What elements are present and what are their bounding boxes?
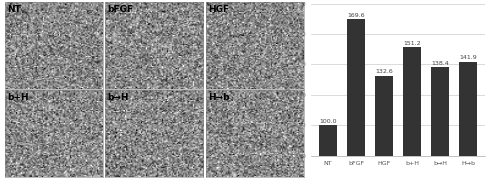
Bar <box>459 62 477 179</box>
Bar <box>347 19 365 179</box>
Bar <box>375 76 393 179</box>
Text: 138.4: 138.4 <box>431 61 449 66</box>
Bar <box>403 47 421 179</box>
Text: HGF: HGF <box>208 5 229 14</box>
Text: 141.9: 141.9 <box>459 55 477 60</box>
Bar <box>319 125 337 179</box>
Text: H→b: H→b <box>208 93 229 102</box>
Text: 169.6: 169.6 <box>347 13 365 18</box>
Bar <box>431 67 449 179</box>
Text: 100.0: 100.0 <box>319 119 337 124</box>
Text: NT: NT <box>7 5 21 14</box>
Y-axis label: The Ratio of Cell growth (%): The Ratio of Cell growth (%) <box>285 30 292 129</box>
Text: b+H: b+H <box>7 93 28 102</box>
Text: 151.2: 151.2 <box>403 41 421 46</box>
Text: b→H: b→H <box>107 93 129 102</box>
Text: 132.6: 132.6 <box>375 69 393 74</box>
Text: bFGF: bFGF <box>107 5 133 14</box>
